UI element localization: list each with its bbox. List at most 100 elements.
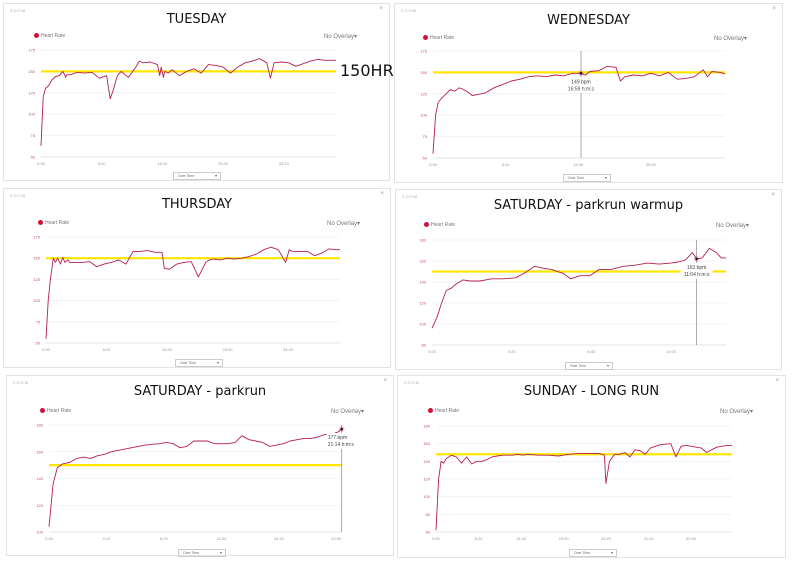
y-tick-label: 140 [423, 459, 430, 464]
y-tick-label: 180 [36, 423, 43, 428]
y-tick-label: 160 [419, 259, 426, 264]
x-tick-label: 0:00 [37, 161, 46, 166]
select-label: Over Time [180, 361, 197, 365]
over-time-select[interactable]: Over Time ▾ [173, 172, 221, 180]
y-tick-label: 125 [28, 90, 35, 95]
heart-rate-line [45, 246, 340, 339]
heart-rate-chart: 80 100 120 140 160 180 0:00 3:20 6:40 10:00 163 bp… [419, 238, 726, 354]
heart-rate-line [40, 58, 336, 146]
x-tick-label: 16:40 [157, 161, 168, 166]
over-time-select[interactable]: Over Time ▾ [569, 549, 617, 557]
overlay-dropdown[interactable]: No Overlay▾ [720, 408, 753, 415]
zoom-label[interactable]: ZOOM [401, 8, 417, 13]
chevron-down-icon: ▾ [219, 550, 222, 555]
overlay-dropdown[interactable]: No Overlay▾ [716, 222, 749, 229]
y-tick-label: 100 [36, 530, 43, 535]
x-tick-label: 8:20 [103, 347, 112, 352]
y-tick-label: 60 [426, 530, 431, 535]
hover-point [340, 427, 344, 431]
overlay-label: No Overlay [327, 221, 358, 227]
legend-dot-icon [428, 408, 433, 414]
chart-panel-wednesday: ZOOM × WEDNESDAY Heart Rate No Overlay▾ … [394, 3, 783, 183]
chart-panel-saturday-warmup: ZOOM × SATURDAY - parkrun warmup Heart R… [395, 189, 782, 370]
chart-panel-thursday: ZOOM × THURSDAY Heart Rate No Overlay▾ 5… [3, 188, 391, 368]
chart-panel-sunday-long-run: ZOOM × SUNDAY - LONG RUN Heart Rate No O… [397, 375, 786, 558]
zoom-label[interactable]: ZOOM [13, 380, 29, 385]
y-tick-label: 180 [419, 238, 426, 243]
zoom-label[interactable]: ZOOM [404, 380, 420, 385]
overlay-label: No Overlay [324, 34, 355, 40]
x-tick-label: 12:30 [216, 536, 227, 541]
y-tick-label: 75 [36, 319, 41, 324]
legend-heart-rate[interactable]: Heart Rate [424, 222, 455, 228]
zoom-label[interactable]: ZOOM [402, 194, 418, 199]
overlay-dropdown[interactable]: No Overlay▾ [331, 408, 364, 415]
tooltip-box [565, 77, 598, 94]
y-tick-label: 80 [426, 512, 431, 517]
y-tick-label: 175 [28, 48, 35, 53]
overlay-dropdown[interactable]: No Overlay▾ [327, 220, 360, 227]
over-time-select[interactable]: Over Time ▾ [565, 362, 613, 370]
zoom-label[interactable]: ZOOM [10, 8, 26, 13]
legend-dot-icon [424, 222, 429, 228]
close-icon[interactable]: × [771, 192, 775, 198]
close-icon[interactable]: × [383, 378, 387, 384]
y-tick-label: 100 [28, 112, 35, 117]
x-tick-label: 8:20 [502, 162, 511, 167]
x-tick-label: 16:40 [516, 536, 527, 541]
y-tick-label: 175 [420, 49, 427, 54]
overlay-dropdown[interactable]: No Overlay▾ [714, 35, 747, 42]
legend-heart-rate[interactable]: Heart Rate [34, 33, 65, 39]
y-tick-label: 160 [36, 449, 43, 454]
x-tick-label: 0:00 [429, 162, 438, 167]
over-time-select[interactable]: Over Time ▾ [175, 359, 223, 367]
x-tick-label: 6:40 [587, 349, 596, 354]
close-icon[interactable]: × [775, 378, 779, 384]
chart-title: THURSDAY [161, 197, 233, 212]
y-tick-label: 160 [423, 441, 430, 446]
legend-heart-rate[interactable]: Heart Rate [423, 35, 454, 41]
caret-down-icon: ▾ [746, 223, 750, 229]
x-tick-label: 0:00 [428, 349, 437, 354]
heart-rate-line [431, 247, 726, 329]
zoom-label[interactable]: ZOOM [10, 193, 26, 198]
over-time-select[interactable]: Over Time ▾ [563, 174, 611, 182]
over-time-select[interactable]: Over Time ▾ [178, 549, 226, 557]
legend-dot-icon [423, 35, 428, 41]
y-tick-label: 125 [33, 277, 40, 282]
close-icon[interactable]: × [380, 191, 384, 197]
overlay-label: No Overlay [331, 409, 362, 415]
legend-label: Heart Rate [430, 35, 455, 41]
legend-heart-rate[interactable]: Heart Rate [38, 220, 69, 226]
chart-panel-saturday-parkrun: ZOOM × SATURDAY - parkrun Heart Rate No … [6, 375, 394, 557]
overlay-label: No Overlay [716, 223, 747, 229]
tooltip-time: 21:14 h:m:s [328, 442, 355, 448]
legend-label: Heart Rate [41, 33, 66, 39]
y-tick-label: 120 [423, 477, 430, 482]
hover-point [695, 257, 698, 261]
tooltip-value: 163 bpm [687, 265, 706, 271]
select-label: Over Time [568, 176, 585, 180]
legend-dot-icon [38, 220, 43, 226]
close-icon[interactable]: × [772, 6, 776, 12]
legend-heart-rate[interactable]: Heart Rate [428, 408, 459, 414]
y-tick-label: 140 [419, 280, 426, 285]
y-tick-label: 50 [423, 156, 428, 161]
x-tick-label: 33:20 [601, 536, 612, 541]
chevron-down-icon: ▾ [606, 363, 609, 368]
legend-heart-rate[interactable]: Heart Rate [40, 408, 71, 414]
legend-label: Heart Rate [47, 408, 72, 414]
overlay-dropdown[interactable]: No Overlay▾ [324, 33, 357, 40]
x-tick-label: 25:00 [218, 161, 229, 166]
x-tick-label: 3:20 [508, 349, 517, 354]
caret-down-icon: ▾ [361, 409, 365, 415]
caret-down-icon: ▾ [750, 409, 754, 415]
legend-dot-icon [34, 33, 39, 39]
y-tick-label: 180 [423, 424, 430, 429]
chevron-down-icon: ▾ [610, 550, 613, 555]
x-tick-label: 25:00 [559, 536, 570, 541]
close-icon[interactable]: × [379, 6, 383, 12]
x-tick-label: 16:40 [162, 347, 173, 352]
y-tick-label: 100 [420, 113, 427, 118]
y-tick-label: 75 [423, 134, 428, 139]
